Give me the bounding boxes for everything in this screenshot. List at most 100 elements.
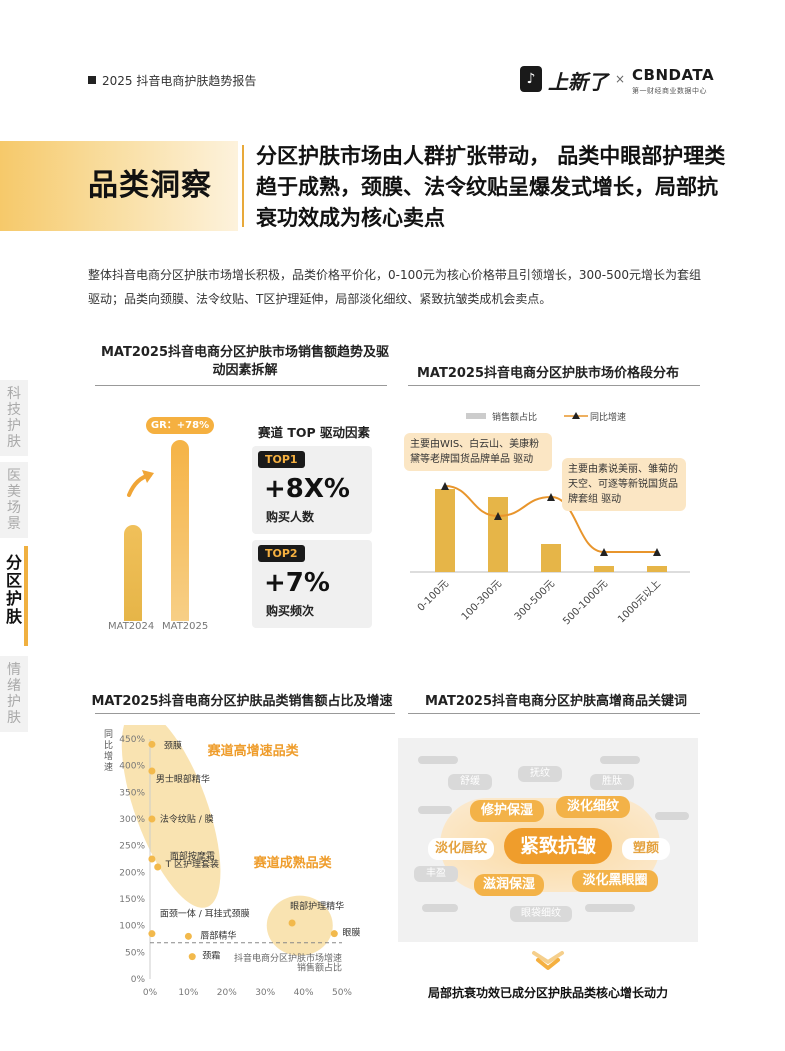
growth-arrow-icon — [127, 470, 154, 497]
price-bar — [594, 566, 614, 572]
price-bar — [488, 497, 508, 572]
x-tick-label: MAT2025 — [162, 621, 209, 632]
scatter-point-label: 法令纹贴 / 膜 — [160, 813, 214, 825]
driver-rank-badge: TOP1 — [258, 451, 305, 468]
sidebar-item-label: 分区护肤 — [5, 553, 22, 626]
keyword-secondary: 塑颜 — [622, 838, 670, 860]
keyword-placeholder-pill — [418, 756, 458, 764]
scatter-point — [148, 740, 156, 748]
x-tick-label: 40% — [294, 988, 314, 998]
scatter-point — [288, 919, 296, 927]
keyword-minor: 抚纹 — [518, 766, 562, 782]
high-growth-group — [121, 725, 221, 908]
driver-value: +7% — [264, 568, 330, 598]
keyword-placeholder-pill — [585, 904, 635, 912]
y-tick-label: 150% — [119, 895, 145, 905]
sidebar-item-zone-skincare[interactable]: 分区护肤 — [0, 548, 28, 632]
price-bar — [541, 544, 561, 572]
drivers-title: 赛道 TOP 驱动因素 — [258, 425, 371, 440]
mature-group — [266, 895, 333, 956]
y-tick-label: 200% — [119, 868, 145, 878]
group-label: 赛道成熟品类 — [253, 855, 333, 871]
intro-paragraph: 整体抖音电商分区护肤市场增长积极，品类价格平价化，0-100元为核心价格带且引领… — [88, 268, 702, 306]
keyword-minor: 胜肽 — [590, 774, 634, 790]
sidebar-item-tech-skincare[interactable]: 科技护肤 — [0, 380, 28, 456]
scatter-point — [148, 767, 156, 775]
sidebar-item-label: 医美场景 — [7, 468, 21, 532]
keyword-minor: 丰盈 — [414, 866, 458, 882]
driver-value: +8X% — [264, 474, 350, 504]
y-tick-label: 400% — [119, 762, 145, 772]
keyword-placeholder-pill — [418, 806, 452, 814]
price-bar — [647, 566, 667, 572]
scatter-point-label: 唇部精华 — [200, 929, 236, 941]
growth-badge: GR：+78% — [146, 417, 214, 434]
chart1-title-underline — [95, 385, 387, 386]
x-tick-label: 20% — [217, 988, 237, 998]
scatter-point-label: 面部按摩霜 — [170, 850, 215, 862]
driver-label: 购买人数 — [266, 510, 315, 524]
y-tick-label: 450% — [119, 735, 145, 745]
x-tick-label: 100-300元 — [460, 578, 504, 622]
y-tick-label: 300% — [119, 815, 145, 825]
keyword-highlight: 滋润保湿 — [474, 874, 544, 896]
growth-point-marker — [547, 493, 555, 501]
scatter-point — [188, 953, 196, 961]
y-axis-label: 同比增速 — [104, 729, 113, 773]
x-axis-label: 销售额占比 — [297, 961, 342, 973]
legend-label: 同比增速 — [590, 413, 627, 423]
square-bullet-icon — [88, 76, 96, 84]
price-band-chart: 0-100元 100-300元 300-500元 500-1000元 1000元以上 — [410, 482, 690, 627]
scatter-point — [148, 930, 156, 938]
scatter-point-label: 男士眼部精华 — [156, 773, 210, 785]
scatter-point — [154, 863, 162, 871]
scatter-point — [184, 932, 192, 940]
sidebar-item-medical-beauty[interactable]: 医美场景 — [0, 462, 28, 538]
chart1-title: MAT2025抖音电商分区护肤市场销售额趋势及驱动因素拆解 — [100, 345, 390, 378]
growth-point-marker — [494, 512, 502, 520]
music-note-logo-icon: ♪ — [520, 66, 542, 92]
conclusion-text: 局部抗衰功效已成分区护肤品类核心增长动力 — [427, 986, 668, 1000]
chart3-title: MAT2025抖音电商分区护肤品类销售额占比及增速 — [91, 694, 393, 709]
keyword-secondary: 淡化唇纹 — [428, 838, 494, 860]
chart2-title: MAT2025抖音电商分区护肤市场价格段分布 — [416, 366, 680, 381]
headline-text: 分区护肤市场由人群扩张带动， 品类中眼部护理类趋于成熟，颈膜、法令纹贴呈爆发式增… — [256, 144, 726, 230]
keywords-title-underline — [408, 713, 700, 714]
legend-bar-swatch — [466, 413, 486, 419]
partner-logo: CBNDATA — [632, 66, 715, 84]
reference-line-label: 抖音电商分区护肤市场增速 — [234, 952, 342, 964]
keyword-main: 紧致抗皱 — [504, 828, 612, 864]
chart3-title-underline — [95, 713, 395, 714]
sidebar-item-emotion-skincare[interactable]: 情绪护肤 — [0, 656, 28, 732]
growth-point-marker — [600, 548, 608, 556]
keyword-minor: 眼袋细纹 — [510, 906, 572, 922]
chart2-title-underline — [408, 385, 700, 386]
chevron-down-icon — [532, 951, 564, 970]
y-tick-label: 250% — [119, 842, 145, 852]
headline-tag: 品类洞察 — [88, 168, 212, 203]
bar-mat2025 — [171, 440, 189, 621]
legend-line-swatch — [564, 412, 588, 419]
partner-logo-subtitle: 第一财经商业数据中心 — [632, 87, 707, 95]
keyword-highlight: 淡化黑眼圈 — [572, 870, 658, 892]
sidebar-item-label: 情绪护肤 — [7, 662, 21, 726]
x-tick-label: 300-500元 — [513, 578, 557, 622]
x-tick-label: 50% — [332, 988, 352, 998]
x-tick-label: 0-100元 — [416, 578, 451, 613]
scatter-point-label: 面颈一体 / 耳挂式颈膜 — [160, 908, 250, 920]
sidebar-item-label: 科技护肤 — [7, 386, 21, 450]
logo-separator: × — [615, 72, 626, 86]
keyword-highlight: 淡化细纹 — [556, 796, 630, 818]
x-tick-label: 500-1000元 — [561, 578, 610, 627]
growth-point-marker — [441, 482, 449, 490]
scatter-point — [148, 855, 156, 863]
scatter-point-label: 眼部护理精华 — [290, 900, 344, 912]
report-title: 2025 抖音电商护肤趋势报告 — [88, 72, 256, 89]
keyword-placeholder-pill — [422, 904, 458, 912]
category-scatter-chart: 450% 400% 350% 300% 250% 200% 150% 100% 50% 0% 0% 1… — [104, 725, 360, 998]
x-tick-label: 10% — [178, 988, 198, 998]
scatter-point-label: 眼膜 — [342, 928, 360, 939]
y-tick-label: 0% — [131, 975, 146, 985]
keyword-placeholder-pill — [655, 812, 689, 820]
keyword-minor: 舒缓 — [448, 774, 492, 790]
